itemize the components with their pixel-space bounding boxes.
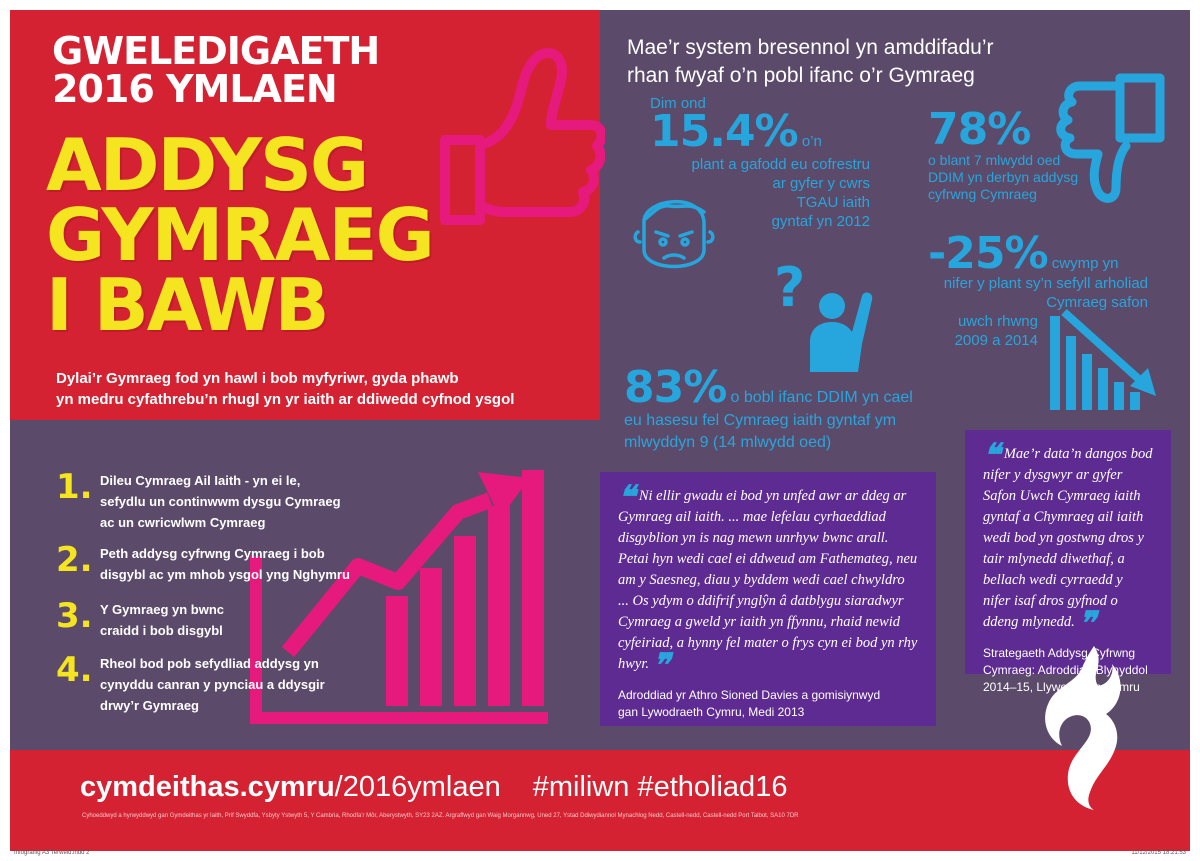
footer-imprint: Cyhoeddwyd a hyrwyddwyd gan Gymdeithas y… <box>82 813 799 819</box>
open-quote-icon: ❝ <box>983 437 1001 473</box>
stat-3-description: nifer y plant sy’n sefyll arholiad Cymra… <box>928 274 1148 312</box>
quote-1-source-line1: Adroddiad yr Athro Sioned Davies a gomis… <box>618 688 881 702</box>
stat-4-suffix: o bobl ifanc DDIM yn cael <box>730 389 913 406</box>
stats-heading-line2: rhan fwyaf o’n pobl ifanc o’r Gymraeg <box>627 64 975 87</box>
list-item-number: 1. <box>56 467 93 507</box>
list-item-text: Peth addysg cyfrwng Cymraeg i bob disgyb… <box>100 543 420 585</box>
stat-3-line3: uwch rhwng <box>957 313 1038 330</box>
quote-2-text: ❝ Mae’r data’n dangos bod nifer y dysgwy… <box>983 439 1153 639</box>
stats-heading-line1: Mae’r system bresennol yn amddifadu’r <box>627 36 994 59</box>
print-mark-left: Infograffig A3 Terweld.indd 2 <box>14 850 90 856</box>
stat-2: 78% <box>928 104 1031 155</box>
footer-campaign-text: cymdeithas.cymru/2016ymlaen #miliwn #etho… <box>80 770 787 804</box>
stat-1-description: plant a gafodd eu cofrestru ar gyfer y c… <box>650 155 870 231</box>
stat-3-description-lower: uwch rhwng 2009 a 2014 <box>928 312 1038 350</box>
hero-title-big: ADDYSG GYMRAEG I BAWB <box>46 123 435 347</box>
list-item-line: Dileu Cymraeg Ail Iaith - yn ei le, <box>100 473 301 488</box>
rising-bar-chart-icon <box>250 470 548 724</box>
stat-2-line2: DDIM yn derbyn addysg <box>928 169 1079 185</box>
hero-subtitle-line2: yn medru cyfathrebu’n rhugl yn yr iaith … <box>56 391 515 408</box>
frowning-face-icon <box>633 199 715 269</box>
print-mark-right: 11/12/2015 18:21:53 <box>1131 850 1186 856</box>
hero-title-line2: 2016 YMLAEN <box>52 67 338 111</box>
hero-big-line3: I BAWB <box>46 263 330 347</box>
footer-url-path[interactable]: /2016ymlaen <box>334 771 501 803</box>
close-quote-icon: ❞ <box>1078 605 1096 641</box>
stat-1-value: 15.4% <box>650 106 799 157</box>
stat-4-line2: mlwyddyn 9 (14 mlwydd oed) <box>624 434 832 451</box>
close-quote-icon: ❞ <box>652 647 670 683</box>
stat-3-suffix: cwymp yn <box>1051 255 1119 272</box>
hero-panel: GWELEDIGAETH 2016 YMLAEN ADDYSG GYMRAEG … <box>10 10 605 420</box>
quote-1-text: ❝ Ni ellir gwadu ei bod yn unfed awr ar … <box>618 481 918 681</box>
list-item-line: drwy’r Gymraeg <box>100 698 199 713</box>
list-item-text: Rheol bod pob sefydliad addysg yn cynydd… <box>100 653 420 716</box>
stat-1-line4: gyntaf yn 2012 <box>771 213 870 230</box>
stat-1-suffix: o’n <box>801 133 822 150</box>
hero-title-small: GWELEDIGAETH 2016 YMLAEN <box>52 29 380 111</box>
stat-2-line1: o blant 7 mlwydd oed <box>928 152 1061 168</box>
list-item-line: cynyddu canran y pynciau a ddysgir <box>100 677 325 692</box>
list-item-line: Rheol bod pob sefydliad addysg yn <box>100 656 319 671</box>
hero-subtitle: Dylai’r Gymraeg fod yn hawl i bob myfyri… <box>56 368 514 410</box>
stat-4: 83% o bobl ifanc DDIM yn cael <box>624 366 913 410</box>
quote-1-source-line2: gan Lywodraeth Cymru, Medi 2013 <box>618 705 805 719</box>
stat-3-value: -25% <box>928 228 1049 279</box>
hero-big-line1: ADDYSG <box>46 123 369 207</box>
stat-2-value: 78% <box>928 104 1031 155</box>
hero-big-line2: GYMRAEG <box>46 193 435 277</box>
footer-url-domain[interactable]: cymdeithas.cymru <box>80 771 335 803</box>
list-item-number: 3. <box>56 596 93 636</box>
quote-2-source-line2: Cymraeg: Adroddiad Blynyddol <box>983 663 1148 677</box>
stat-2-description: o blant 7 mlwydd oed DDIM yn derbyn addy… <box>928 152 1078 203</box>
stat-1-line1: plant a gafodd eu cofrestru <box>691 156 870 173</box>
cymdeithas-flame-logo <box>1045 646 1121 810</box>
quote-2-body: Mae’r data’n dangos bod nifer y dysgwyr … <box>983 446 1153 630</box>
stat-2-line3: cyfrwng Cymraeg <box>928 186 1037 202</box>
hero-subtitle-line1: Dylai’r Gymraeg fod yn hawl i bob myfyri… <box>56 370 459 387</box>
list-item-line: ac un cwricwlwm Cymraeg <box>100 515 266 530</box>
list-item-line: craidd i bob disgybl <box>100 623 223 638</box>
list-item-line: sefydlu un continwwm dysgu Cymraeg <box>100 494 341 509</box>
quote-box-2: ❝ Mae’r data’n dangos bod nifer y dysgwy… <box>965 430 1171 694</box>
list-item-line: Y Gymraeg yn bwnc <box>100 602 225 617</box>
list-item-number: 2. <box>56 540 93 580</box>
stats-heading: Mae’r system bresennol yn amddifadu’r rh… <box>627 34 1047 90</box>
quote-1-body: Ni ellir gwadu ei bod yn unfed awr ar dd… <box>618 488 918 672</box>
stat-3-line2: Cymraeg safon <box>1046 294 1148 311</box>
footer-hashtags: #miliwn #etholiad16 <box>532 771 788 803</box>
thumbs-up-icon <box>440 48 605 225</box>
svg-text:?: ? <box>774 256 805 319</box>
stat-3-line1: nifer y plant sy’n sefyll arholiad <box>943 275 1148 292</box>
declining-bar-chart-icon <box>1050 309 1156 410</box>
open-quote-icon: ❝ <box>618 479 636 515</box>
quote-box-1: ❝ Ni ellir gwadu ei bod yn unfed awr ar … <box>600 472 936 726</box>
list-item-number: 4. <box>56 650 93 690</box>
stat-1-line2: ar gyfer y cwrs <box>772 175 870 192</box>
stat-1: 15.4% o’n <box>650 110 822 154</box>
stat-1-line3: TGAU iaith <box>796 194 870 211</box>
thumbs-down-icon <box>1056 73 1165 203</box>
stat-3: -25% cwymp yn <box>928 232 1118 276</box>
question-person-icon: ? <box>774 256 873 372</box>
quote-1-source: Adroddiad yr Athro Sioned Davies a gomis… <box>618 687 918 721</box>
stat-pre-label: Dim ond <box>650 95 706 112</box>
footer: cymdeithas.cymru/2016ymlaen #miliwn #etho… <box>10 750 1190 851</box>
list-item-text: Dileu Cymraeg Ail Iaith - yn ei le, sefy… <box>100 470 420 533</box>
stat-4-value: 83% <box>624 362 727 413</box>
stat-4-description: eu hasesu fel Cymraeg iaith gyntaf ym ml… <box>624 410 896 454</box>
stat-3-line4: 2009 a 2014 <box>954 332 1038 349</box>
list-item-line: Peth addysg cyfrwng Cymraeg i bob <box>100 546 325 561</box>
hero-title-line1: GWELEDIGAETH <box>52 29 380 73</box>
list-item-line: disgybl ac ym mhob ysgol yng Nghymru <box>100 567 350 582</box>
poster: GWELEDIGAETH 2016 YMLAEN ADDYSG GYMRAEG … <box>10 10 1190 851</box>
stat-4-line1: eu hasesu fel Cymraeg iaith gyntaf ym <box>624 412 897 429</box>
list-item-text: Y Gymraeg yn bwnc craidd i bob disgybl <box>100 599 420 641</box>
